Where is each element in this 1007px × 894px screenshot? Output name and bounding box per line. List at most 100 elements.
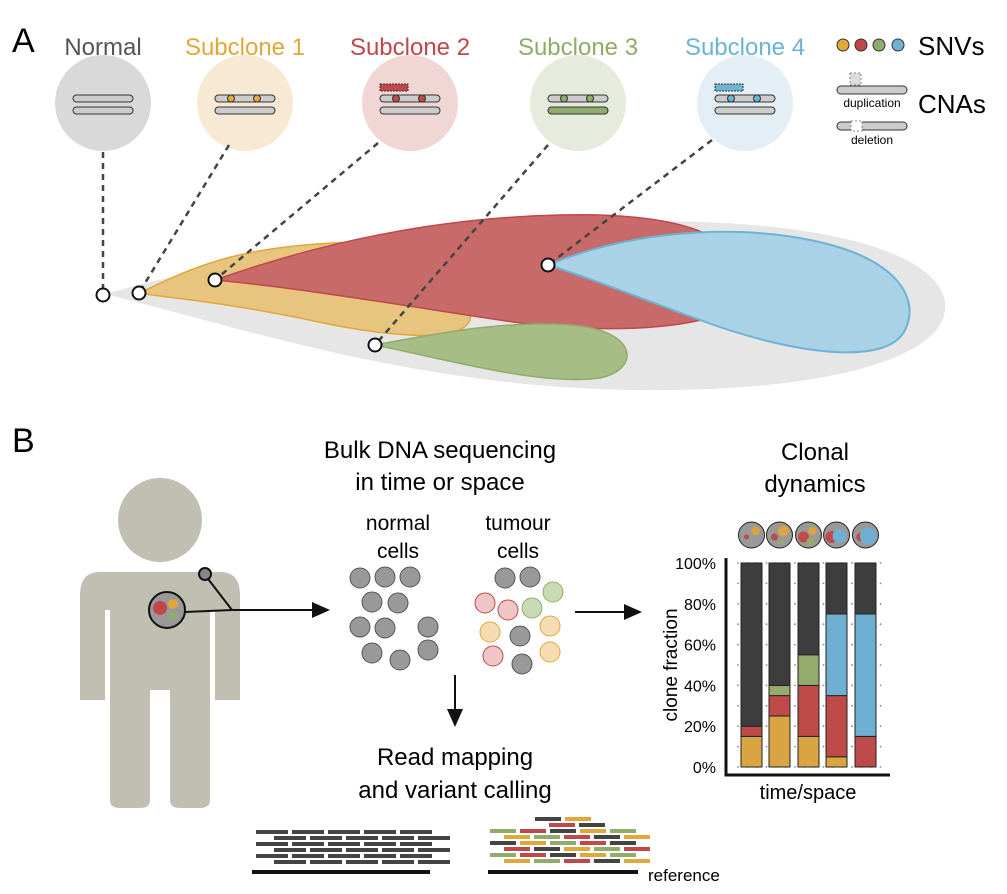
grid-dot (794, 602, 796, 605)
clone-circle (55, 55, 151, 151)
sample-icon (766, 521, 793, 549)
bar-segment-normal (825, 562, 848, 615)
sample-subclone (771, 533, 778, 541)
axes (724, 558, 890, 777)
read (610, 829, 636, 833)
grid-dot (737, 623, 739, 626)
subclone4-shape (545, 230, 911, 354)
normal-cell (389, 649, 411, 671)
grid-dot (765, 602, 768, 605)
grid-dot (879, 643, 882, 646)
grid-dot (794, 643, 796, 646)
grid-dot (794, 582, 796, 585)
grid-dot (879, 664, 882, 666)
reference-line-tumour (488, 870, 638, 874)
read (418, 848, 450, 852)
legend: SNVs duplication deletion CNAs (836, 31, 986, 147)
read (580, 853, 606, 857)
grid-dot (737, 602, 739, 605)
y-axis-label: clone fraction (661, 608, 682, 721)
grid-dot (765, 562, 768, 564)
grid-dot (879, 684, 882, 687)
read (310, 848, 342, 852)
read (520, 829, 546, 833)
grid-dot (879, 623, 882, 626)
read (564, 835, 590, 839)
chromosome (379, 94, 441, 103)
grid-dot (851, 745, 853, 748)
read (534, 847, 560, 851)
seq-title-1: Bulk DNA sequencing (324, 437, 556, 464)
grid-dot (737, 643, 739, 646)
read (550, 829, 576, 833)
clone-connectors (101, 139, 713, 346)
chromosome (714, 94, 776, 103)
normal-label-2: cells (377, 540, 419, 563)
sample-subclone (806, 537, 815, 547)
read (594, 835, 620, 839)
grid-dot (879, 562, 882, 564)
read (535, 817, 561, 821)
tumour-cell (509, 625, 531, 647)
grid-dot (737, 664, 739, 666)
clone-circle (362, 55, 458, 151)
bar-segment-subclone-1 (825, 756, 848, 768)
grid-dot (737, 582, 739, 585)
grid-dot (822, 643, 825, 646)
read (274, 836, 306, 840)
grid-dot (822, 623, 825, 626)
seq-title-2: in time or space (355, 469, 524, 496)
read (624, 835, 650, 839)
read (580, 841, 606, 845)
read (504, 859, 530, 863)
grid-dot (765, 643, 768, 646)
bar-segment-subclone-3 (797, 654, 820, 686)
tumour-cell (482, 645, 504, 667)
legend-snvs: SNVs (918, 31, 984, 61)
y-tick-label: 60% (684, 638, 716, 655)
tumour-cell (542, 581, 564, 603)
chromosome (214, 106, 276, 115)
grid-dot (851, 766, 853, 768)
chromosome (379, 106, 441, 115)
read (364, 842, 396, 846)
read (534, 859, 560, 863)
grid-dot (794, 623, 796, 626)
grid-dot (851, 582, 853, 585)
read (346, 848, 378, 852)
read (490, 853, 516, 857)
sample-icon (738, 521, 765, 549)
grid-dot (822, 684, 825, 687)
grid-dot (879, 704, 882, 707)
bar-segment-normal (768, 562, 791, 686)
x-axis-label: time/space (760, 782, 857, 804)
tumour-cell (474, 592, 496, 614)
bar-segment-subclone-3 (768, 684, 791, 697)
duplication-segment (714, 83, 744, 92)
read (550, 853, 576, 857)
read (274, 848, 306, 852)
read (579, 823, 605, 827)
read (346, 836, 378, 840)
read (504, 847, 530, 851)
tumour-label-1: tumour (485, 512, 550, 535)
grid-dot (737, 725, 739, 728)
normal-cell (374, 566, 396, 588)
grid-dot (765, 623, 768, 626)
read (382, 836, 414, 840)
clone-circle (697, 55, 793, 151)
tumour-cell (521, 597, 543, 619)
sample-subclone (751, 526, 760, 536)
read (490, 841, 516, 845)
bar-segment-subclone-1 (797, 735, 820, 768)
grid-dot (851, 664, 853, 666)
y-tick-label: 0% (693, 760, 716, 777)
tumour-cell (519, 566, 541, 588)
snv-dot (727, 94, 735, 103)
read (565, 817, 591, 821)
grid-dot (765, 704, 768, 707)
tumour-cell (539, 641, 561, 663)
sample-subclone (832, 529, 847, 543)
bar-segment-subclone-2 (825, 695, 848, 758)
tree-nodes (95, 257, 556, 353)
